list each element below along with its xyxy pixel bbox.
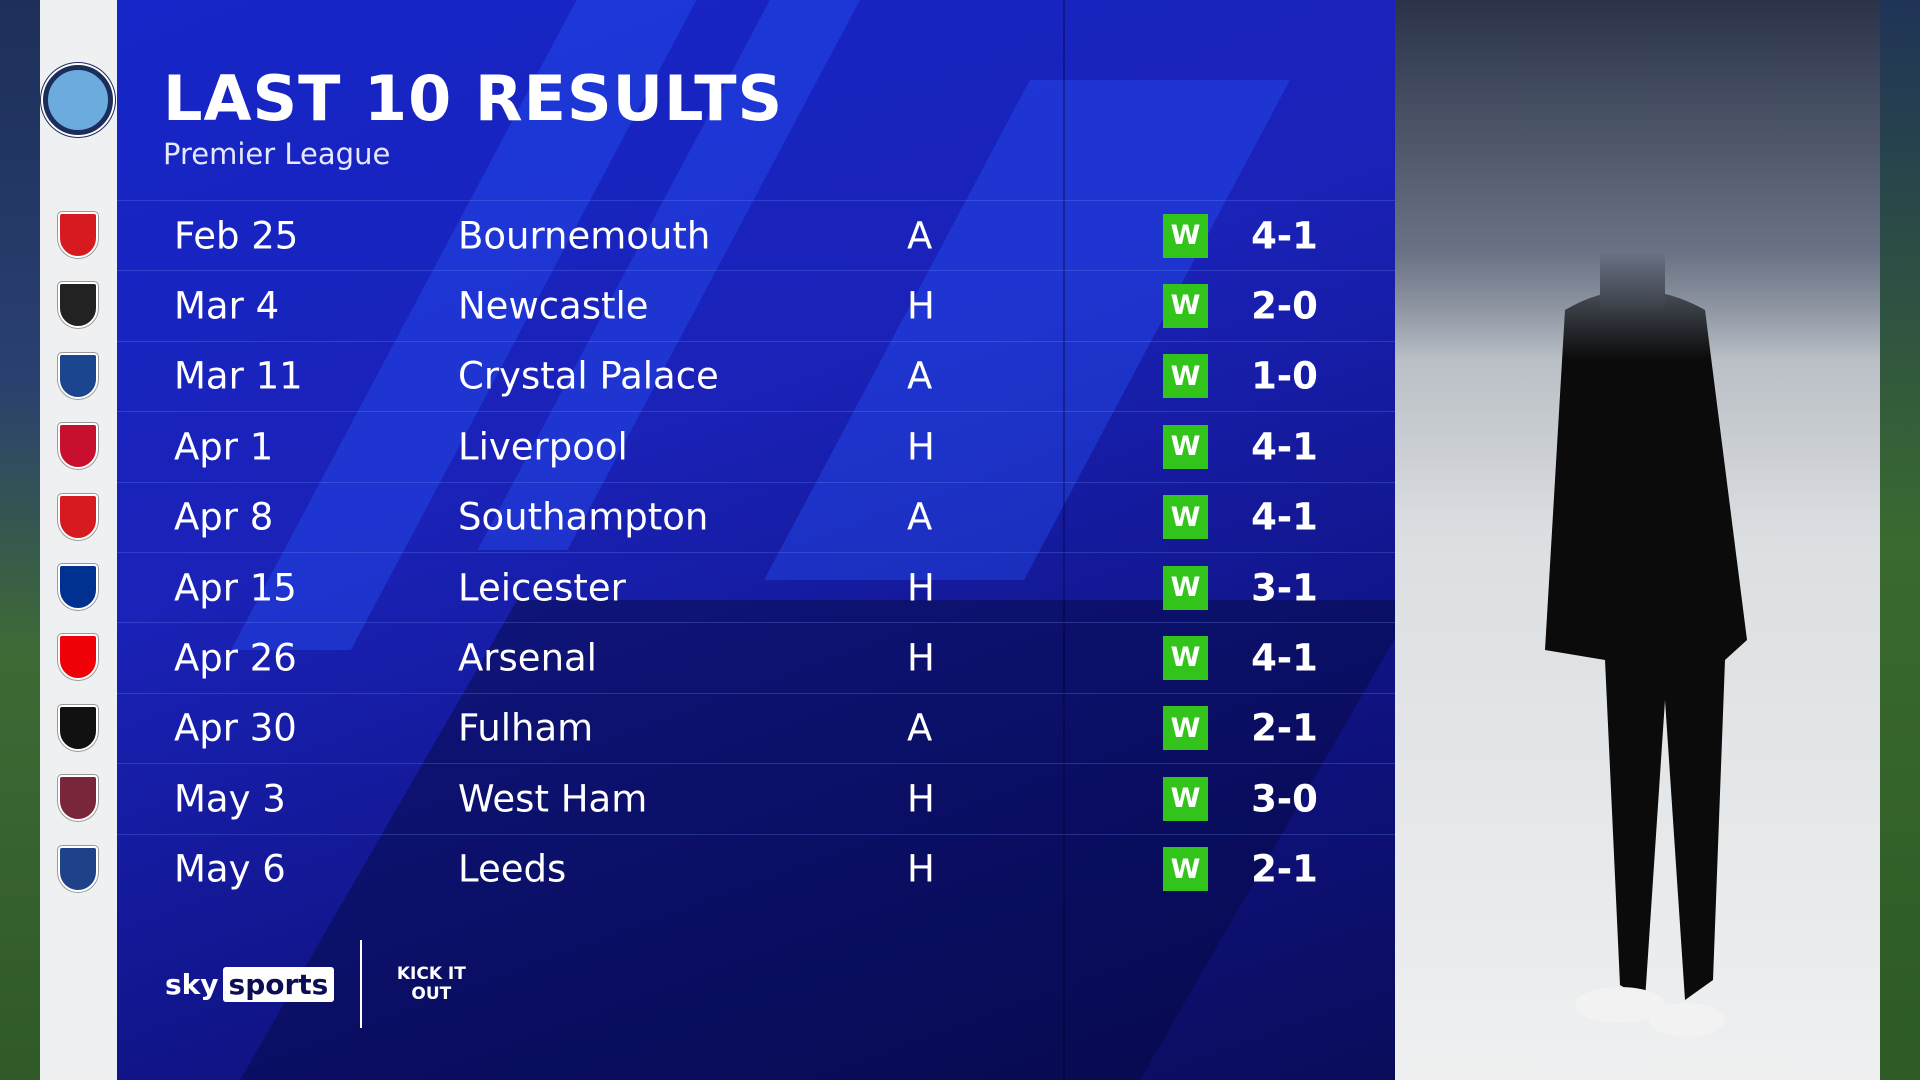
stadium-background-right [1880,0,1920,1080]
match-date: Mar 4 [174,284,280,328]
score: 3-0 [1251,777,1318,821]
win-badge: W [1163,424,1208,469]
opponent-crest-icon [58,845,98,892]
result-row: Apr 8 Southampton A W 4-1 [117,481,1395,552]
match-date: Apr 15 [174,566,297,609]
results-panel: LAST 10 RESULTS Premier League Feb 25 Bo… [117,0,1395,1080]
score: 2-0 [1251,284,1318,328]
win-badge: W [1163,565,1208,610]
result-row: Apr 30 Fulham A W 2-1 [117,692,1395,763]
venue: A [907,495,933,539]
opponent-name: West Ham [458,777,648,821]
man-city-crest-icon [43,65,113,135]
opponent-crest-icon [58,352,98,399]
page-title: LAST 10 RESULTS [163,62,784,135]
score: 4-1 [1251,425,1318,469]
opponent-name: Leeds [458,847,567,891]
venue: A [907,706,933,750]
column-divider [1063,0,1065,1080]
match-date: Apr 1 [174,425,274,469]
kick-it-out-logo: KICK IT OUT [396,964,466,1004]
opponent-crest-icon [58,282,98,329]
venue: H [907,425,935,469]
venue: H [907,777,935,821]
win-badge: W [1163,283,1208,328]
opponent-crest-icon [58,493,98,540]
result-row: Feb 25 Bournemouth A W 4-1 [117,200,1395,270]
score: 4-1 [1251,495,1318,539]
match-date: Feb 25 [174,214,299,257]
venue: H [907,566,935,609]
result-row: Apr 26 Arsenal H W 4-1 [117,622,1395,692]
result-row: May 3 West Ham H W 3-0 [117,763,1395,833]
match-date: May 3 [174,777,286,821]
match-date: Apr 30 [174,706,297,750]
opponent-name: Liverpool [458,425,628,469]
opponent-crest-icon [58,212,98,258]
win-badge: W [1163,847,1208,892]
result-row: Apr 15 Leicester H W 3-1 [117,552,1395,622]
sky-sports-logo: sky sports [165,966,335,1002]
venue: H [907,636,935,680]
competition-subtitle: Premier League [163,137,391,171]
win-badge: W [1163,776,1208,821]
win-badge: W [1163,635,1208,680]
venue: H [907,847,935,891]
opponent-name: Fulham [458,706,594,750]
result-row: May 6 Leeds H W 2-1 [117,833,1395,904]
logo-separator [360,940,363,1028]
venue: A [907,214,933,257]
match-date: May 6 [174,847,286,891]
win-badge: W [1163,495,1208,540]
win-badge: W [1163,706,1208,751]
venue: A [907,354,933,398]
opponent-name: Arsenal [458,636,597,680]
opponent-name: Leicester [458,566,626,609]
win-badge: W [1163,354,1208,399]
opponent-name: Southampton [458,495,709,539]
opponent-crest-icon [58,423,98,470]
score: 2-1 [1251,706,1318,750]
result-row: Apr 1 Liverpool H W 4-1 [117,411,1395,481]
score: 4-1 [1251,214,1318,257]
stadium-background-left [0,0,40,1080]
opponent-name: Crystal Palace [458,354,719,398]
score: 3-1 [1251,566,1318,609]
opponent-crest-icon [58,775,98,822]
match-date: Apr 8 [174,495,274,539]
score: 4-1 [1251,636,1318,680]
opponent-crest-icon [58,564,98,610]
opponent-crest-icon [58,634,98,681]
match-date: Mar 11 [174,354,303,398]
win-badge: W [1163,213,1208,258]
match-date: Apr 26 [174,636,297,680]
crest-strip [40,0,117,1080]
result-row: Mar 11 Crystal Palace A W 1-0 [117,340,1395,411]
manager-photo [1395,0,1880,1080]
opponent-name: Bournemouth [458,214,711,257]
score: 1-0 [1251,354,1318,398]
score: 2-1 [1251,847,1318,891]
result-row: Mar 4 Newcastle H W 2-0 [117,270,1395,340]
opponent-crest-icon [58,704,98,751]
venue: H [907,284,935,328]
opponent-name: Newcastle [458,284,649,328]
